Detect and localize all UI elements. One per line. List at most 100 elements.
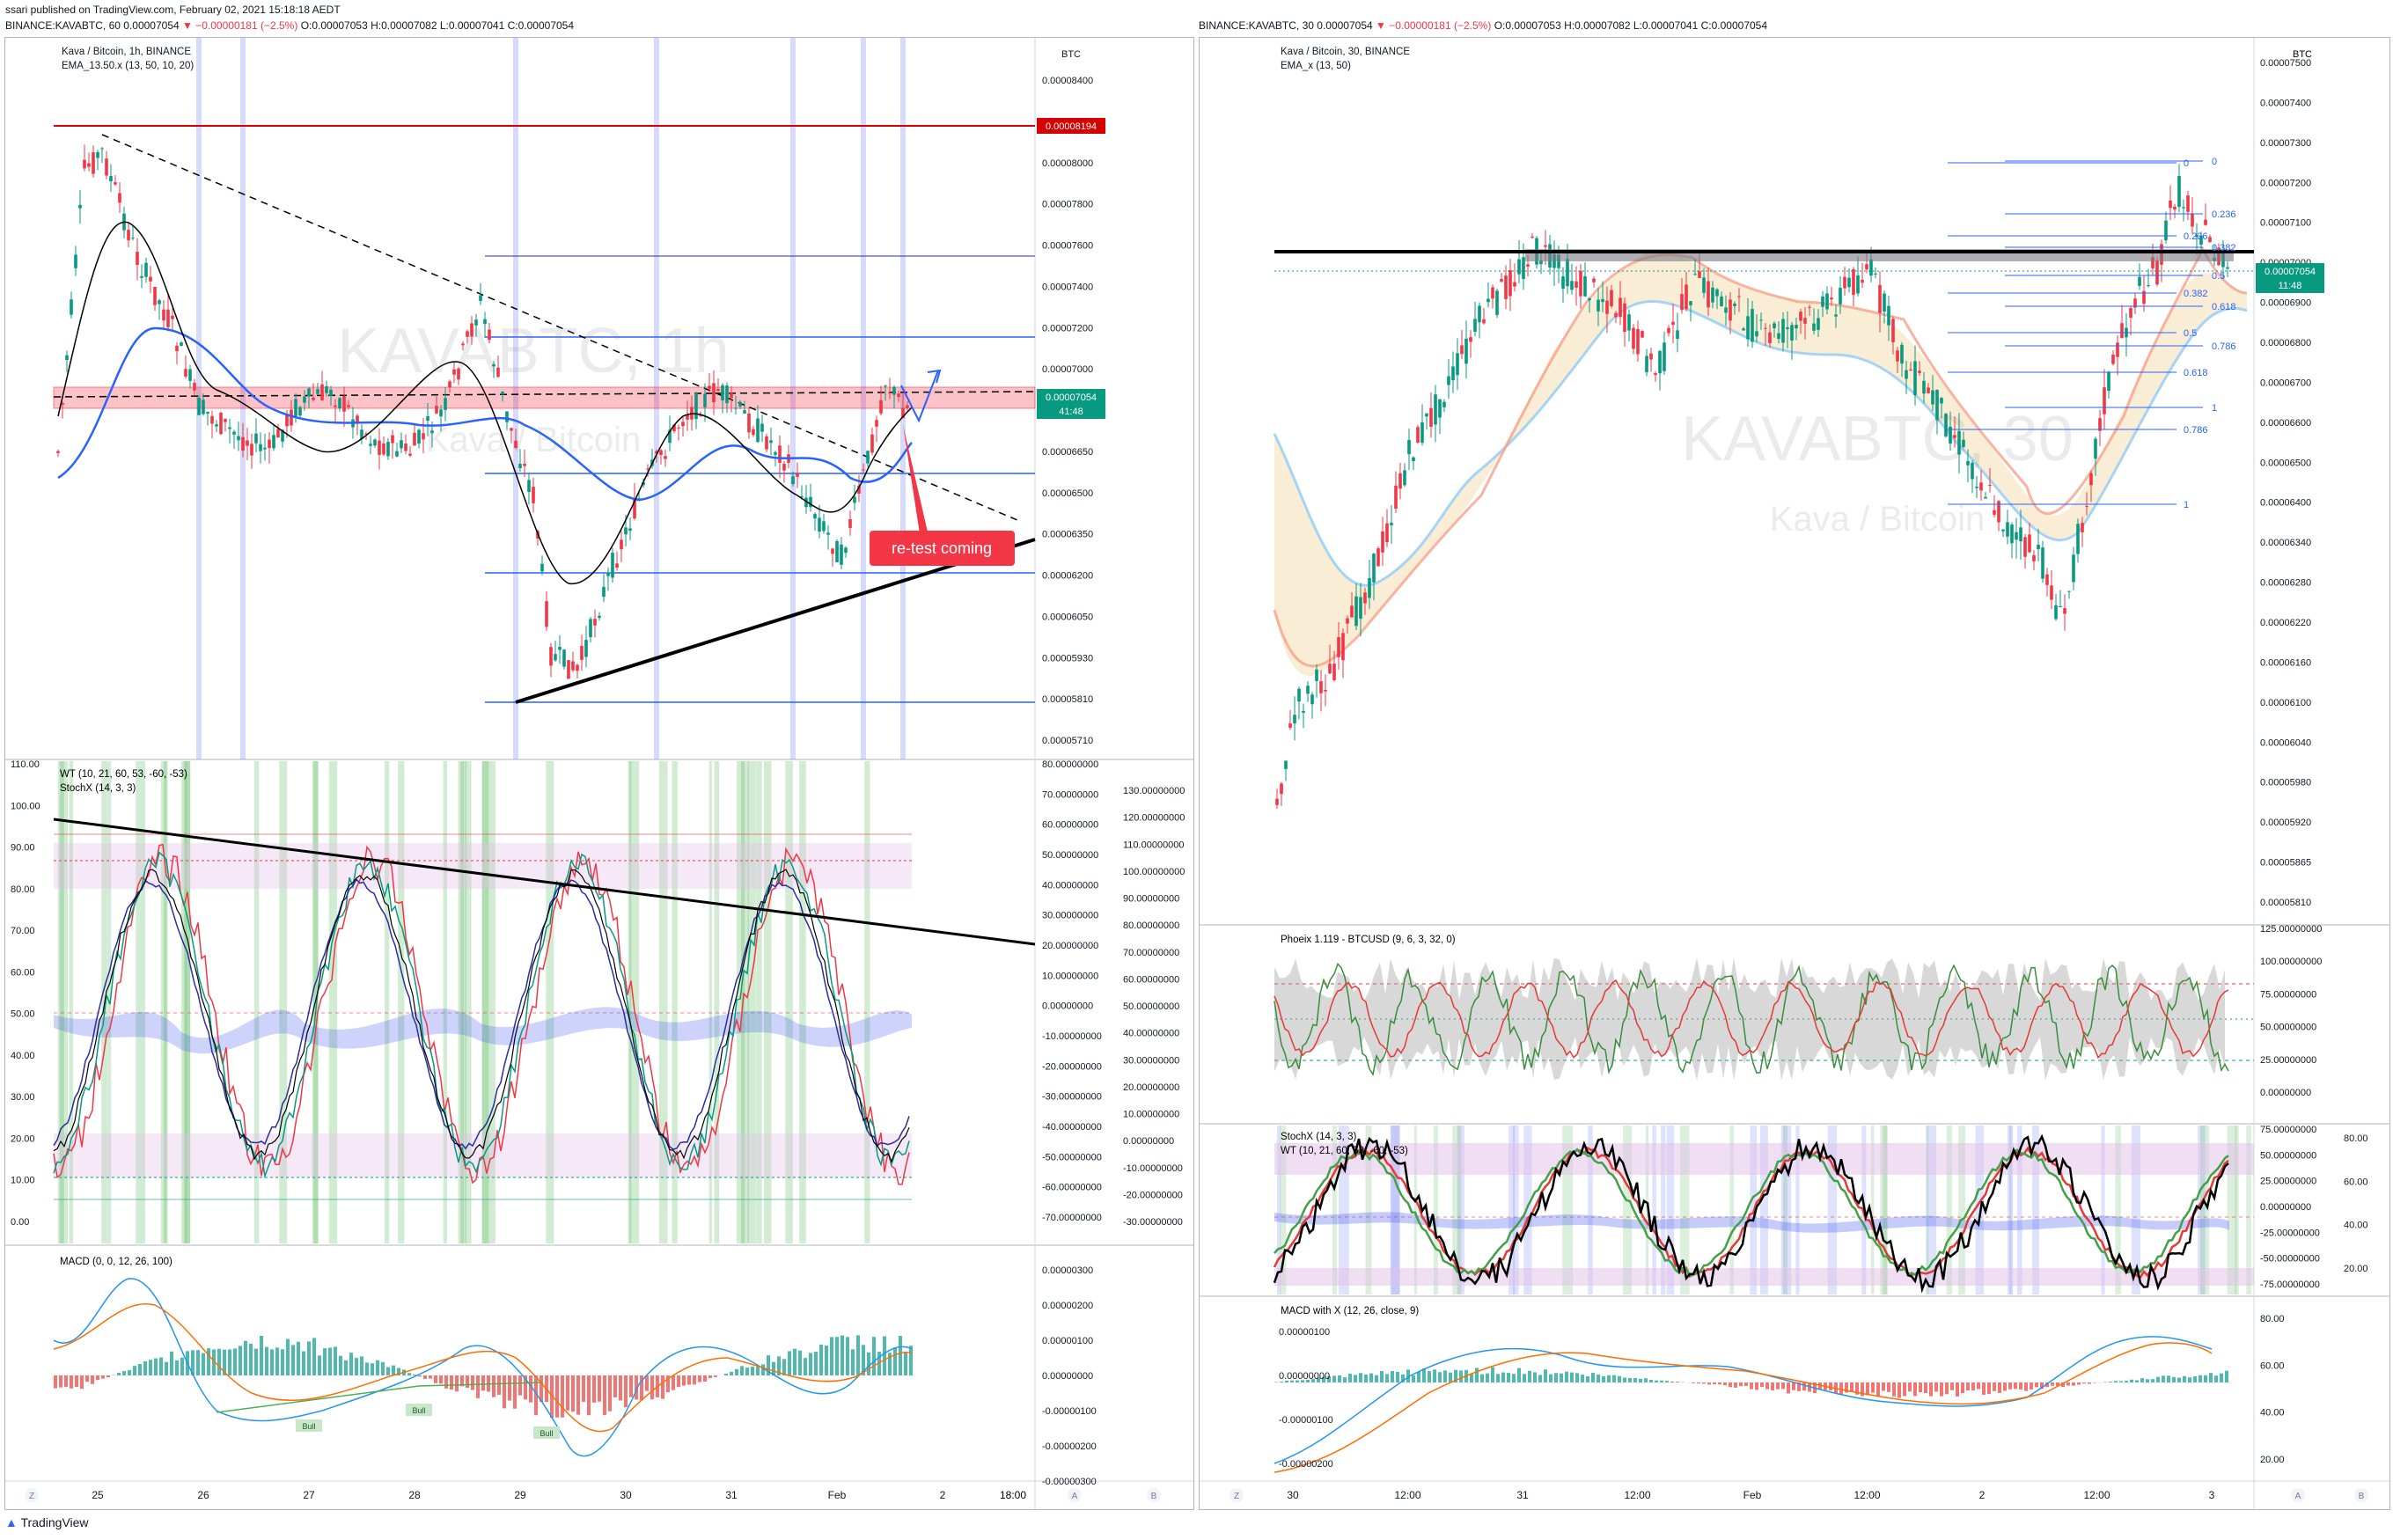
osc-band	[1513, 1126, 1519, 1294]
candle-body	[2006, 522, 2009, 537]
macd-bar	[1839, 1382, 1843, 1395]
macd-bar	[1380, 1370, 1384, 1382]
macd-bar	[101, 1375, 105, 1379]
candle-body	[202, 400, 205, 414]
macd-bar	[2198, 1375, 2202, 1382]
right-macd-b-tick: 80.00	[2260, 1314, 2285, 1324]
bull-label-2: Bull	[412, 1406, 425, 1415]
left-z-button[interactable]	[25, 1488, 39, 1502]
candle-body	[2177, 176, 2181, 208]
right-watermark: KAVABTC, 30	[1681, 404, 2074, 474]
macd-bar	[1327, 1375, 1331, 1382]
fib-label-right: 0.786	[2184, 425, 2208, 436]
right-chart-panel[interactable]: 0 0.236 0.382 0.5 0.618 0.786 1 0 0.236 0.382 0.5 0…	[1199, 37, 2390, 1510]
osc-band	[672, 761, 678, 1243]
macd-bar	[613, 1375, 617, 1397]
macd-bar	[2162, 1375, 2165, 1382]
tradingview-footer[interactable]: ▲ TradingView	[5, 1515, 89, 1529]
candle-body	[888, 392, 892, 394]
candle-body	[1601, 298, 1604, 303]
macd-bar	[1581, 1375, 1584, 1382]
osc-band	[2198, 1126, 2206, 1294]
macd-bar	[698, 1375, 701, 1382]
candle-body	[668, 429, 672, 444]
right-price-timer-text: 11:48	[2279, 281, 2302, 291]
macd-bar	[1987, 1382, 1991, 1395]
candle-body	[1544, 245, 1547, 247]
candle-body	[1905, 370, 1908, 379]
macd-bar	[450, 1375, 453, 1390]
candle-body	[1579, 270, 1582, 297]
macd-bar	[1565, 1371, 1568, 1382]
left-time-axis[interactable]: 25 26 27 28 29 30 31 Feb 2 18:00	[92, 1489, 1026, 1501]
left-a-button[interactable]	[1068, 1488, 1082, 1502]
candle-body	[338, 398, 341, 409]
candle-body	[1768, 332, 1772, 344]
left-price-axis[interactable]: 0.000084000.000082000.000080000.00007800…	[1042, 76, 1093, 746]
candle-body	[400, 440, 403, 449]
right-b-button[interactable]	[2354, 1488, 2368, 1502]
osc-band	[328, 761, 338, 1243]
macd-bar	[1385, 1374, 1389, 1382]
right-time-axis[interactable]: 30 12:00 31 12:00 Feb 12:00 2 12:00 3	[1287, 1489, 2214, 1501]
macd-bar	[439, 1375, 443, 1384]
macd-bar	[1480, 1374, 1484, 1382]
macd-bar	[1618, 1375, 1621, 1382]
candle-body	[1319, 681, 1323, 693]
candle-body	[1658, 350, 1662, 374]
right-price-axis[interactable]: 0.00007500 0.00007400 0.00007300 0.00007200…	[2260, 58, 2311, 908]
macd-bar	[772, 1361, 775, 1375]
left-osc-right1-tick: -30.00000000	[1042, 1092, 1102, 1103]
right-price-tick: 0.00006040	[2260, 737, 2311, 748]
candle-body	[2133, 298, 2137, 308]
macd-bar	[571, 1375, 575, 1412]
macd-bar	[1391, 1371, 1394, 1382]
left-chart-panel[interactable]: re-test coming KAVABTC, 1h Kava / Bitcoi…	[4, 37, 1194, 1510]
candle-body	[1372, 554, 1376, 583]
left-chart-svg[interactable]: re-test coming KAVABTC, 1h Kava / Bitcoi…	[5, 38, 1193, 1509]
candle-body	[466, 331, 469, 337]
candle-body	[571, 661, 575, 671]
right-a-button[interactable]	[2291, 1488, 2305, 1502]
left-price-tick: 0.00005710	[1042, 736, 1093, 746]
candle-body	[329, 389, 333, 396]
candle-body	[1751, 309, 1754, 342]
macd-bar	[481, 1375, 485, 1391]
candle-body	[2037, 545, 2040, 550]
candle-body	[1376, 548, 1380, 567]
candle-body	[1711, 287, 1714, 303]
candle-body	[796, 473, 799, 477]
annotation-callout[interactable]	[870, 531, 1015, 566]
right-price-tick: 0.00006700	[2260, 378, 2311, 388]
macd-bar	[756, 1366, 760, 1375]
candle-body	[598, 615, 601, 619]
candle-body	[637, 498, 641, 500]
osc-band	[1958, 1126, 1966, 1294]
left-b-button[interactable]	[1147, 1488, 1161, 1502]
right-fib-retracements[interactable]: 0 0.236 0.382 0.5 0.618 0.786 1 0 0.236 0.382 0.5 0…	[1948, 157, 2236, 510]
right-chart-svg[interactable]: 0 0.236 0.382 0.5 0.618 0.786 1 0 0.236 0.382 0.5 0…	[1200, 38, 2389, 1509]
macd-bar	[476, 1375, 480, 1398]
candle-body	[444, 398, 447, 410]
candle-body	[2032, 554, 2036, 561]
candle-body	[1337, 637, 1340, 657]
macd-bar	[1597, 1375, 1600, 1382]
macd-bar	[1750, 1382, 1753, 1390]
left-watermark-sub: Kava / Bitcoin	[426, 421, 642, 459]
candle-body	[435, 406, 438, 414]
left-watermark: KAVABTC, 1h	[337, 316, 730, 386]
macd-bar	[1591, 1372, 1595, 1382]
macd-bar	[846, 1337, 849, 1375]
macd-bar	[75, 1375, 78, 1388]
macd-bar	[2140, 1378, 2144, 1382]
left-price-tick: 0.00007600	[1042, 241, 1093, 252]
osc-band	[1332, 1126, 1337, 1294]
macd-bar	[1702, 1382, 1706, 1384]
macd-bar	[244, 1340, 247, 1375]
macd-bar	[1760, 1382, 1764, 1388]
macd-bar	[170, 1351, 173, 1375]
candle-body	[1315, 669, 1318, 681]
candle-body	[2001, 529, 2005, 532]
right-z-button[interactable]	[1230, 1488, 1244, 1502]
macd-bar	[302, 1351, 305, 1375]
